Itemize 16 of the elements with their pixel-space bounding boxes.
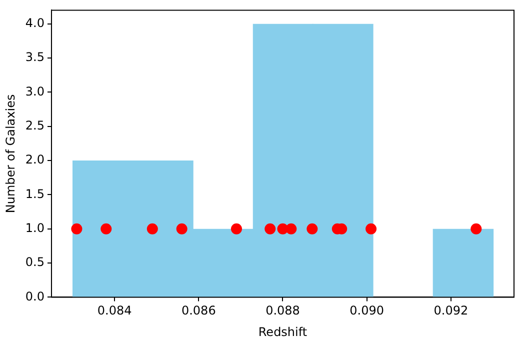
x-tick-label: 0.090 bbox=[350, 304, 384, 318]
y-tick-label: 4.0 bbox=[25, 16, 44, 30]
x-axis-title: Redshift bbox=[258, 324, 308, 339]
y-tick-label: 2.0 bbox=[25, 152, 44, 167]
y-axis-title: Number of Galaxies bbox=[3, 94, 18, 214]
y-tick-label: 0.0 bbox=[25, 289, 44, 304]
x-tick-label: 0.084 bbox=[97, 304, 132, 318]
x-tick-label: 0.086 bbox=[181, 304, 216, 318]
y-tick-label: 0.5 bbox=[25, 255, 44, 270]
y-tick-label: 1.5 bbox=[25, 186, 44, 201]
y-tick-label: 2.5 bbox=[25, 118, 44, 132]
x-tick-label: 0.092 bbox=[434, 304, 468, 318]
y-tick-label: 3.0 bbox=[25, 84, 44, 98]
x-tick-label: 0.088 bbox=[266, 304, 300, 318]
y-tick-label: 3.5 bbox=[25, 50, 44, 64]
y-tick-label: 1.0 bbox=[25, 220, 44, 235]
